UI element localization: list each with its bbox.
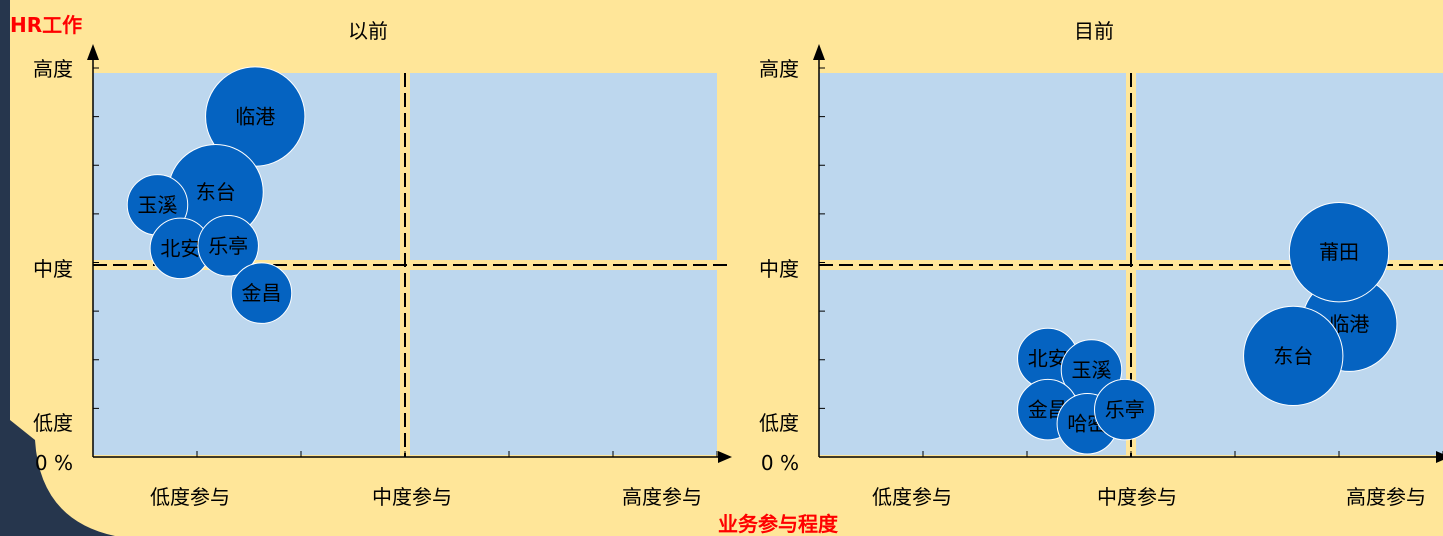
bubble-label: 东台 bbox=[1273, 344, 1313, 368]
x-tick-label: 中度参与 bbox=[372, 485, 452, 509]
bubble-point bbox=[1094, 378, 1156, 441]
x-axis-title: 业务参与程度 bbox=[718, 512, 839, 536]
quadrant-top-right bbox=[1136, 73, 1443, 260]
x-axis-arrow bbox=[1436, 451, 1443, 463]
y-tick-label: 中度 bbox=[33, 257, 73, 281]
y-tick-label: 0 % bbox=[35, 451, 73, 475]
y-tick-label: 0 % bbox=[761, 451, 799, 475]
y-tick-label: 低度 bbox=[33, 411, 73, 435]
x-axis-arrow bbox=[718, 451, 732, 463]
bubble-point bbox=[197, 215, 259, 277]
bubble-label: 东台 bbox=[196, 180, 236, 204]
bubble-label: 金昌 bbox=[241, 281, 281, 305]
bubble-point bbox=[1243, 305, 1344, 407]
bubble-point bbox=[230, 262, 293, 324]
bubble-point bbox=[1288, 202, 1390, 303]
chart-title: 以前 bbox=[348, 19, 388, 43]
y-axis-title: HR工作 bbox=[10, 13, 82, 37]
bubble-label: 乐亭 bbox=[1105, 398, 1145, 422]
bubble-label: 玉溪 bbox=[1071, 358, 1111, 382]
bubble-label: 临港 bbox=[235, 105, 275, 129]
quadrant-top-left bbox=[819, 73, 1126, 260]
y-tick-label: 低度 bbox=[759, 411, 799, 435]
x-tick-label: 中度参与 bbox=[1097, 485, 1177, 509]
bubble-label: 莆田 bbox=[1319, 240, 1359, 264]
chart-title: 目前 bbox=[1074, 19, 1114, 43]
bubble-label: 玉溪 bbox=[137, 193, 177, 217]
y-tick-label: 高度 bbox=[759, 57, 799, 81]
y-tick-label: 高度 bbox=[33, 57, 73, 81]
y-axis-arrow bbox=[813, 44, 825, 60]
x-tick-label: 低度参与 bbox=[150, 485, 230, 509]
quadrant-bottom-right bbox=[410, 270, 717, 455]
x-tick-label: 高度参与 bbox=[1346, 485, 1426, 509]
x-tick-label: 低度参与 bbox=[872, 485, 952, 509]
y-axis-arrow bbox=[87, 44, 99, 60]
bubble-label: 乐亭 bbox=[208, 234, 248, 258]
quadrant-top-right bbox=[410, 73, 717, 260]
x-tick-label: 高度参与 bbox=[622, 485, 702, 509]
bubble-label: 北安 bbox=[160, 236, 200, 260]
y-tick-label: 中度 bbox=[759, 257, 799, 281]
